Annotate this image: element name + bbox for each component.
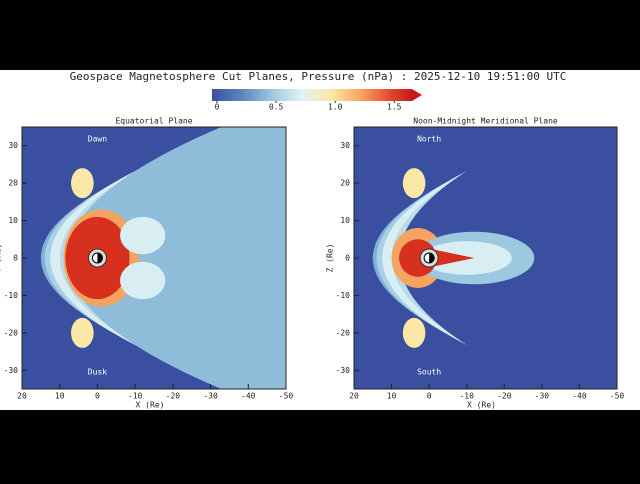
flank: [402, 168, 426, 199]
earth-night-side: [97, 253, 103, 263]
region-label: South: [417, 368, 441, 377]
y-tick-label: 30: [8, 141, 18, 150]
lobe: [120, 261, 166, 300]
region-label: North: [417, 135, 441, 144]
figure-title: Geospace Magnetosphere Cut Planes, Press…: [70, 70, 567, 83]
x-tick-label: 0: [427, 392, 432, 401]
x-tick-label: 10: [387, 392, 397, 401]
lobe: [120, 216, 166, 255]
region-label: Dusk: [88, 368, 107, 377]
y-axis-label: Y (Re): [0, 244, 3, 273]
x-tick-label: 20: [349, 392, 359, 401]
x-tick-label: -50: [610, 392, 625, 401]
colorbar-tick-label: 1.5: [387, 103, 402, 112]
colorbar-tick-label: 0.5: [269, 103, 284, 112]
y-tick-label: 0: [13, 254, 18, 263]
y-tick-label: -10: [336, 291, 351, 300]
x-tick-label: 20: [17, 392, 27, 401]
x-tick-label: -20: [497, 392, 512, 401]
x-tick-label: -40: [572, 392, 587, 401]
x-tick-label: -40: [241, 392, 256, 401]
y-tick-label: -20: [4, 328, 19, 337]
dayside-region: [399, 239, 437, 277]
x-tick-label: -10: [459, 392, 474, 401]
colorbar-arrow: [412, 89, 422, 101]
y-tick-label: 10: [340, 216, 350, 225]
flank: [402, 317, 426, 348]
panel-title: Noon-Midnight Meridional Plane: [413, 117, 558, 126]
plasma-sheet: [429, 248, 475, 268]
colorbar-tick-label: 0: [215, 103, 220, 112]
panel-title: Equatorial Plane: [115, 117, 192, 126]
y-tick-label: 20: [340, 179, 350, 188]
earth-night-side: [429, 253, 435, 263]
x-tick-label: -20: [166, 392, 181, 401]
magnetosphere: [67, 127, 286, 389]
x-tick-label: -50: [279, 392, 294, 401]
plot-area: [354, 127, 617, 389]
x-axis-label: X (Re): [467, 401, 496, 410]
y-tick-label: -20: [336, 328, 351, 337]
y-tick-label: 10: [8, 216, 18, 225]
y-tick-label: -10: [4, 291, 19, 300]
colorbar: [212, 89, 412, 101]
x-axis-label: X (Re): [136, 401, 165, 410]
colorbar-tick-label: 1.0: [328, 103, 343, 112]
flank: [71, 168, 94, 199]
y-tick-label: -30: [4, 366, 19, 375]
region-label: Dawn: [88, 135, 107, 144]
flank: [71, 317, 94, 348]
y-tick-label: 20: [8, 179, 18, 188]
x-tick-label: 10: [55, 392, 65, 401]
y-tick-label: -30: [336, 366, 351, 375]
x-tick-label: -30: [203, 392, 218, 401]
y-tick-label: 0: [345, 254, 350, 263]
x-tick-label: 0: [95, 392, 100, 401]
x-tick-label: -10: [128, 392, 143, 401]
x-tick-label: -30: [535, 392, 550, 401]
pressure-field: [372, 127, 617, 389]
y-tick-label: 30: [340, 141, 350, 150]
y-axis-label: Z (Re): [326, 244, 335, 273]
